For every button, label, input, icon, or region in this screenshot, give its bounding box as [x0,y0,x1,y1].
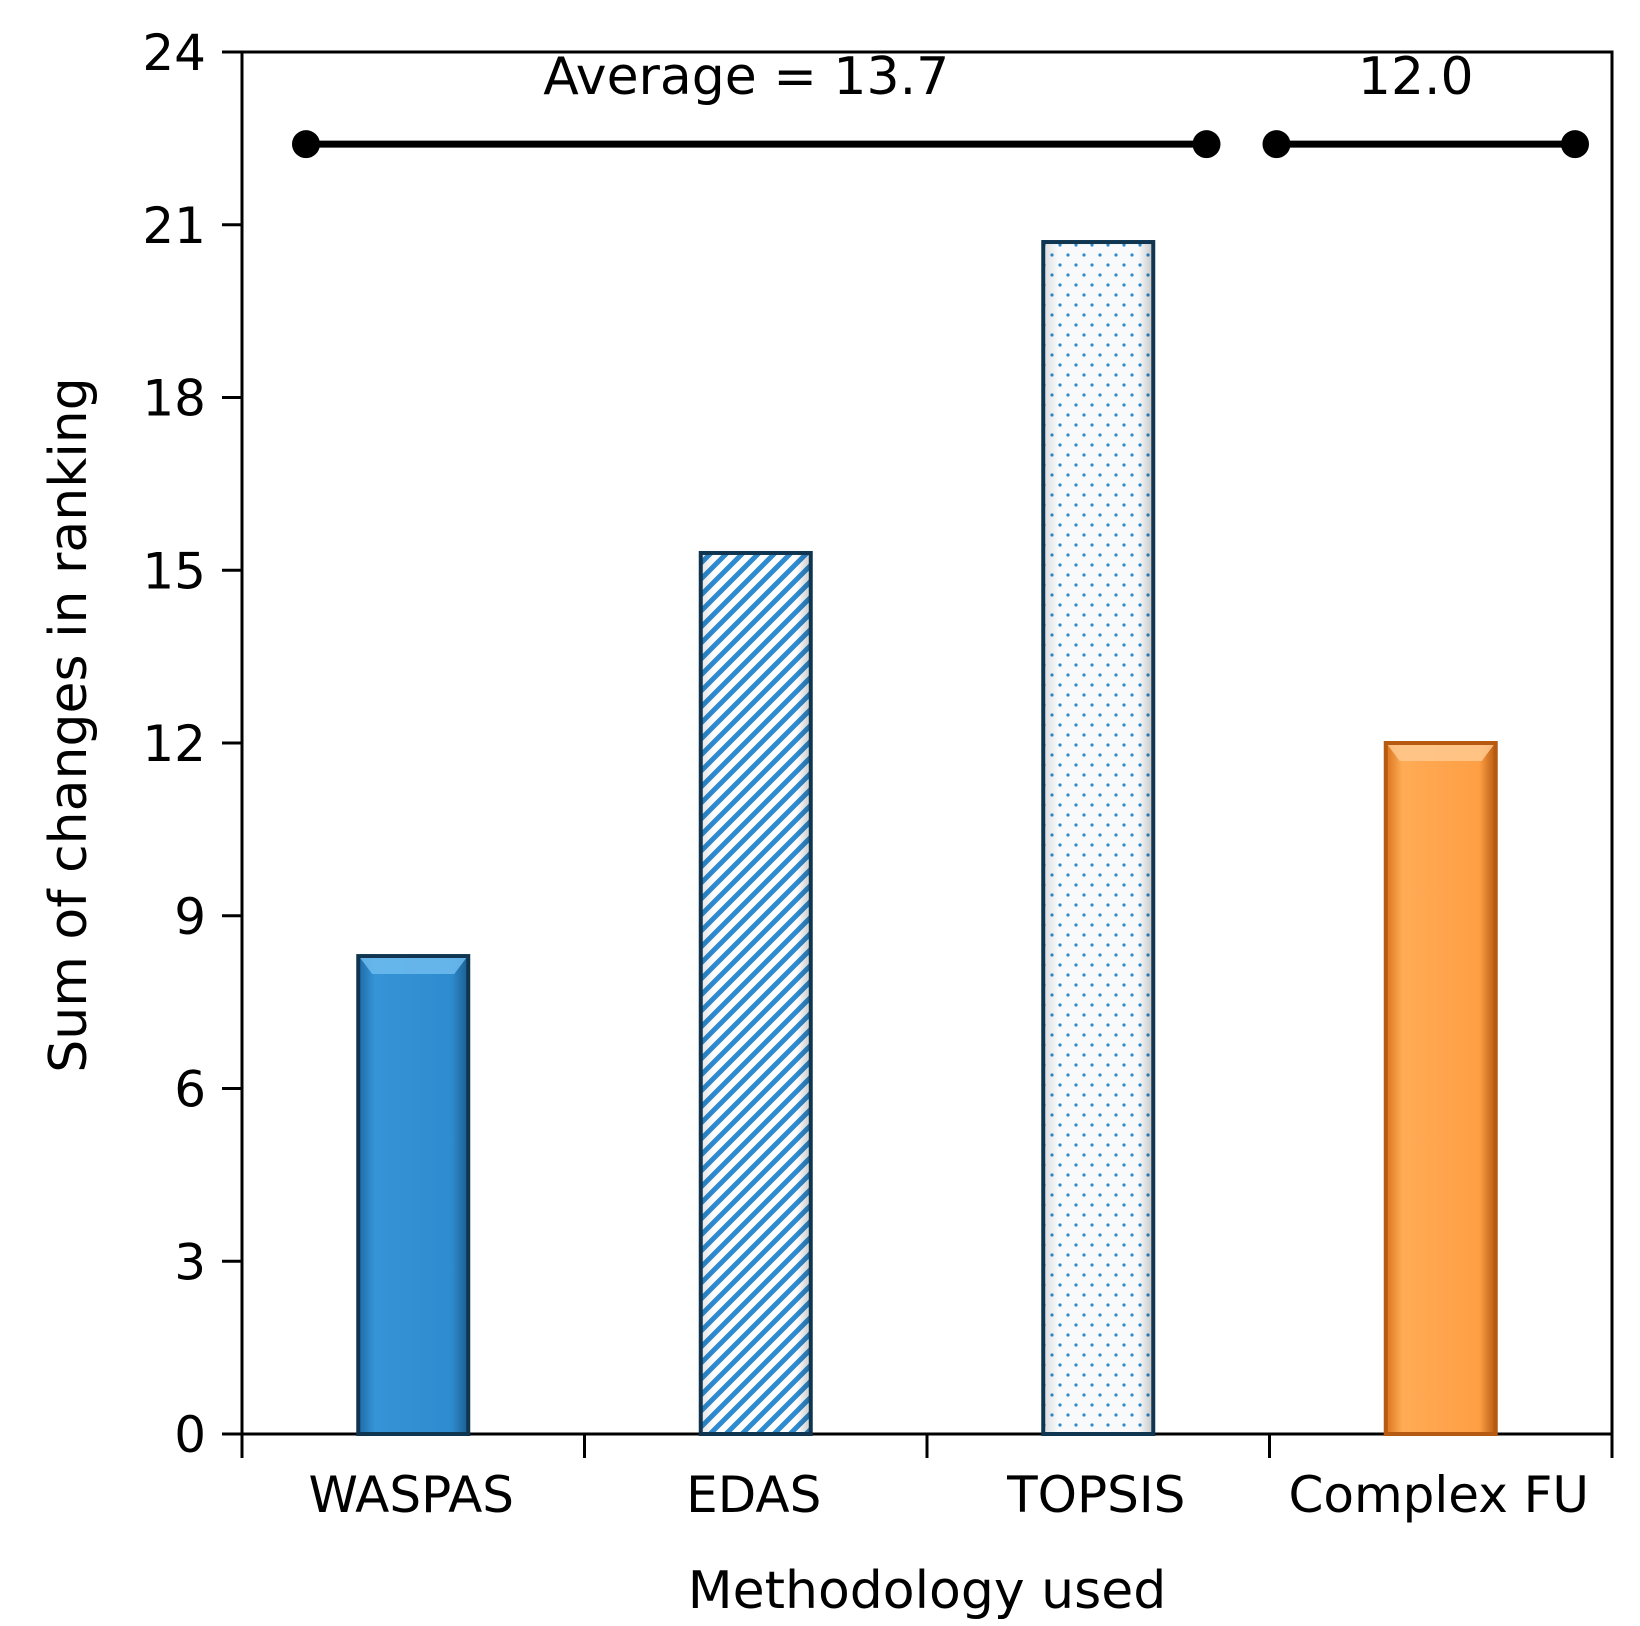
bar-waspas [356,954,471,1437]
annotations: Average = 13.7 12.0 [292,47,1589,159]
average-endpoint [1192,130,1221,159]
x-axis-title: Methodology used [688,1561,1166,1621]
average-endpoint [292,130,320,159]
y-tick-label: 15 [142,542,206,600]
average-endpoint [1262,130,1291,159]
y-tick-label: 12 [142,715,206,773]
y-tick-label: 0 [174,1406,206,1464]
y-tick-label: 9 [174,888,206,946]
y-tick-label: 21 [142,197,206,255]
average-label: Average = 13.7 [543,47,949,107]
x-tick-label: EDAS [686,1466,821,1524]
bars [356,240,1498,1437]
bar-shade [702,554,809,1432]
bar-edas [698,550,813,1436]
bar-body [356,954,471,1437]
y-tick-label: 18 [142,370,206,428]
average-marker-1: Average = 13.7 [292,47,1221,159]
x-tick-label: TOPSIS [1006,1466,1185,1524]
average-label: 12.0 [1358,47,1474,107]
y-axis-title: Sum of changes in ranking [39,377,99,1072]
bar-bevel [360,958,467,975]
average-marker-2: 12.0 [1262,47,1589,159]
bar-complex-fu [1383,741,1498,1436]
y-tick-label: 3 [174,1233,206,1291]
y-tick-label: 6 [174,1061,206,1119]
bar-shade [1045,244,1152,1432]
bar-body [1383,741,1498,1436]
x-tick-label: WASPAS [308,1466,514,1524]
y-ticks: 0 3 6 9 12 15 18 21 24 [142,24,242,1464]
bar-topsis [1041,240,1156,1436]
y-tick-label: 24 [142,24,206,82]
bar-bevel [1387,745,1494,761]
x-tick-label: Complex FU [1288,1466,1589,1524]
x-tick-labels: WASPAS EDAS TOPSIS Complex FU [308,1466,1589,1524]
average-endpoint [1561,130,1589,159]
